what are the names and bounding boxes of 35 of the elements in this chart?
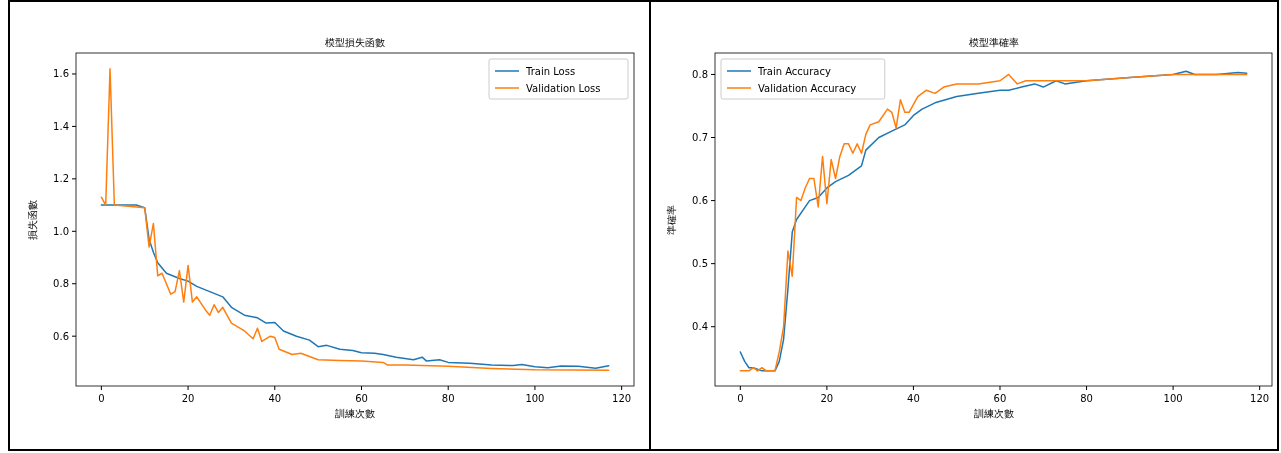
legend-label: Train Accuracy xyxy=(757,65,831,77)
y-axis-title: 準確率 xyxy=(666,204,677,235)
y-tick-label: 0.8 xyxy=(692,68,708,80)
chart-title: 模型準確率 xyxy=(968,37,1019,48)
x-tick-label: 120 xyxy=(1250,393,1270,404)
x-tick-label: 20 xyxy=(181,393,195,404)
x-axis-title: 訓練次數 xyxy=(973,408,1014,419)
x-tick-label: 60 xyxy=(355,393,368,404)
y-tick-label: 0.6 xyxy=(53,330,69,342)
y-tick-label: 0.6 xyxy=(692,195,708,207)
y-tick-label: 0.4 xyxy=(692,321,708,333)
x-tick-label: 100 xyxy=(1163,393,1183,404)
x-tick-label: 0 xyxy=(98,393,105,404)
x-axis-title: 訓練次數 xyxy=(335,408,375,419)
legend-label: Train Loss xyxy=(525,65,576,77)
y-tick-label: 1.0 xyxy=(53,225,69,237)
x-tick-label: 60 xyxy=(993,393,1007,404)
chart-title: 模型損失函數 xyxy=(325,37,385,48)
x-tick-label: 0 xyxy=(737,393,744,404)
x-tick-label: 120 xyxy=(612,393,632,404)
x-tick-label: 20 xyxy=(820,393,834,404)
x-tick-label: 80 xyxy=(1080,393,1093,404)
legend-label: Validation Accuracy xyxy=(758,82,857,94)
legend-label: Validation Loss xyxy=(526,82,601,94)
y-tick-label: 0.7 xyxy=(692,132,708,144)
y-axis-title: 損失函數 xyxy=(27,199,38,240)
y-tick-label: 1.4 xyxy=(53,120,69,132)
y-tick-label: 1.6 xyxy=(53,68,69,80)
y-tick-label: 0.5 xyxy=(692,258,708,270)
x-tick-label: 100 xyxy=(525,393,545,404)
x-tick-label: 80 xyxy=(441,393,455,404)
x-tick-label: 40 xyxy=(907,393,920,404)
y-tick-label: 1.2 xyxy=(53,173,69,185)
y-tick-label: 0.8 xyxy=(53,278,69,290)
x-tick-label: 40 xyxy=(268,393,282,404)
